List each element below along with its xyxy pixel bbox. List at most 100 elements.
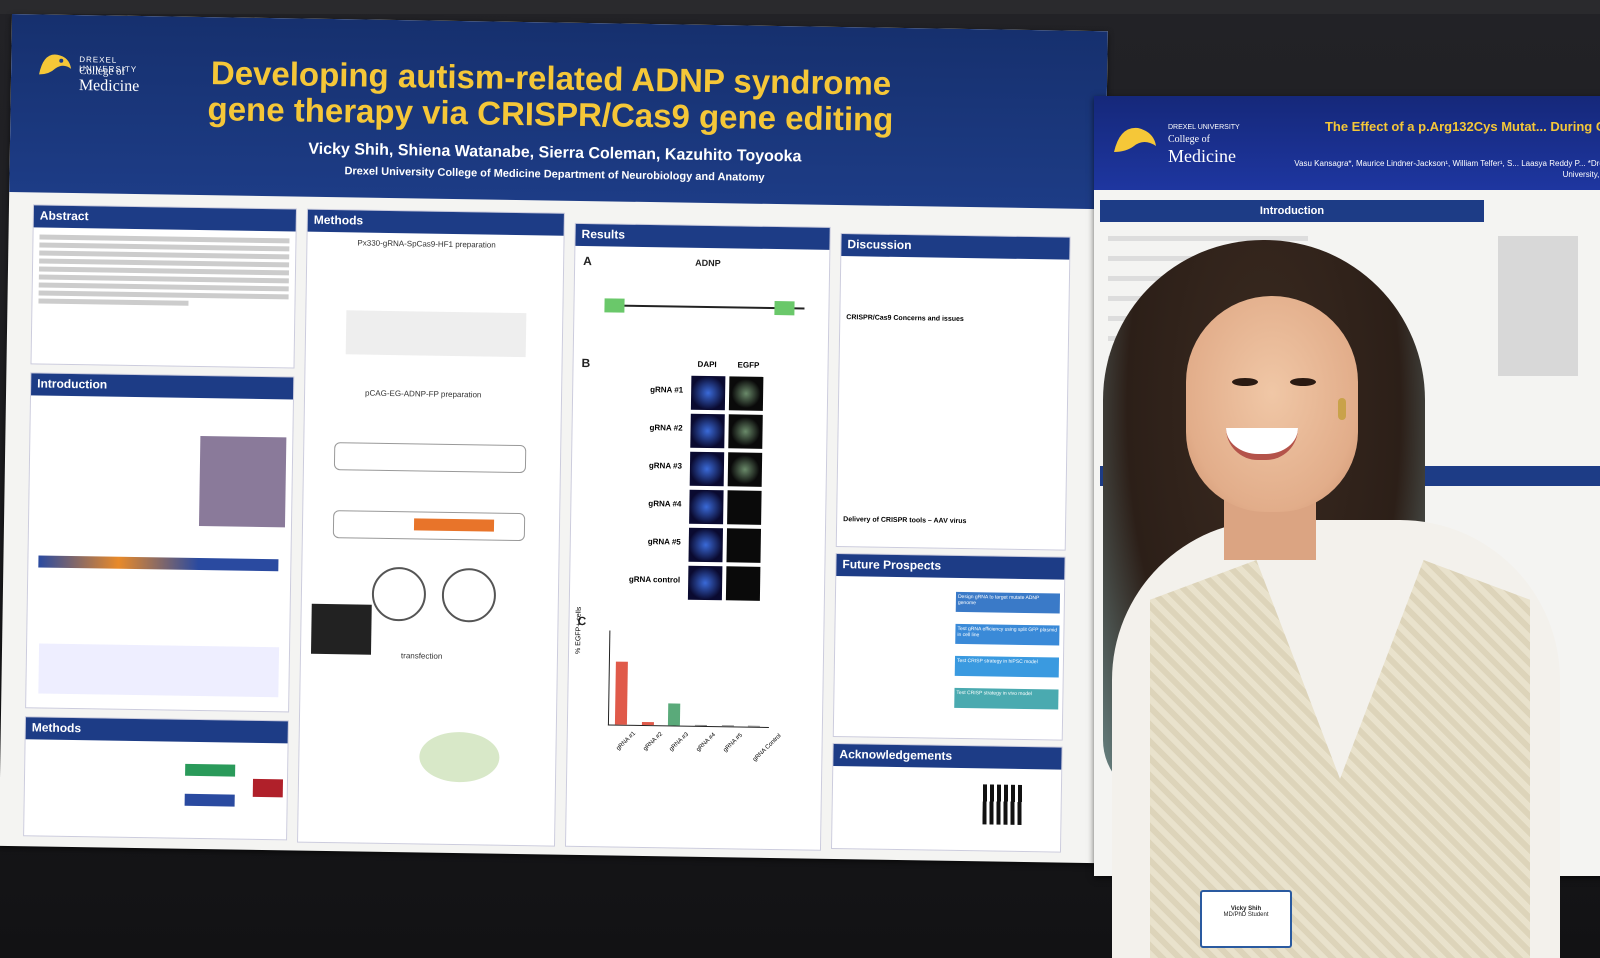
chart-ylabel: % EGFP+ cells — [575, 606, 583, 655]
methods-left-heading: Methods — [25, 717, 288, 744]
bar — [668, 703, 681, 726]
bar — [641, 721, 654, 726]
person-face — [1186, 296, 1358, 512]
adjacent-dragon-icon — [1110, 120, 1160, 160]
grna-row-label: gRNA #2 — [649, 423, 683, 433]
dapi-image — [689, 489, 724, 525]
plasmid-circle-2 — [441, 567, 497, 623]
dapi-image — [688, 527, 724, 563]
ack-heading: Acknowledgements — [833, 743, 1062, 770]
results-heading: Results — [575, 223, 830, 250]
petri-dish — [418, 731, 500, 783]
plasmid-circle-1 — [371, 566, 427, 622]
pcag-eg-adnp-fp-plasmid — [332, 510, 526, 542]
fp-block — [774, 301, 795, 316]
panel-a-label: A — [583, 254, 592, 269]
bar-category-label: gRNA #1 — [615, 730, 638, 752]
eg-block — [604, 298, 625, 313]
discussion-sub-1: CRISPR/Cas9 Concerns and issues — [846, 314, 964, 323]
plasmid-diagram — [345, 310, 527, 358]
bar — [721, 725, 734, 727]
introduction-box: Introduction — [25, 372, 295, 713]
future-step-2: Test gRNA efficiency using split GFP pla… — [955, 623, 1060, 646]
bar-chart: gRNA #1 gRNA #2 gRNA #3 gRNA #4 gRNA #5 gRNA … — [607, 630, 783, 763]
adjacent-title: The Effect of a p.Arg132Cys Mutat... Dur… — [1324, 119, 1600, 134]
adnp-gene-label: ADNP — [695, 257, 721, 269]
methods-left-box: Methods — [23, 716, 289, 841]
discussion-box: Discussion CRISPR/Cas9 Concerns and issu… — [835, 233, 1071, 551]
egfp-image — [728, 414, 763, 449]
gene-diagram — [38, 555, 279, 572]
dapi-header: DAPI — [697, 359, 717, 370]
egfp-image — [727, 490, 762, 525]
bar-category-label: gRNA #2 — [642, 731, 664, 753]
abstract-body — [32, 227, 295, 314]
future-step-3: Test CRISP strategy in hiPSC model — [954, 655, 1060, 678]
bar-category-label: gRNA #3 — [668, 731, 691, 753]
bar — [614, 661, 628, 725]
adjacent-introduction-heading: Introduction — [1100, 200, 1484, 222]
future-step-4: Test CRISP strategy in vivo model — [954, 687, 1059, 710]
bar-category-label: gRNA #4 — [695, 732, 717, 754]
qr-code — [982, 784, 1024, 825]
adnp-partial-segment — [413, 518, 495, 532]
egfp-image — [728, 376, 764, 411]
future-box: Future Prospects Design gRNA to target m… — [832, 553, 1066, 741]
badge-name: Vicky Shih — [1230, 906, 1262, 912]
earring — [1338, 398, 1346, 420]
flow-box-1 — [185, 763, 236, 777]
grna-row-label: gRNA control — [628, 574, 681, 585]
main-poster: DREXEL UNIVERSITY College of Medicine De… — [0, 14, 1108, 864]
grna-row-label: gRNA #5 — [647, 537, 681, 547]
right-eye — [1290, 378, 1316, 386]
methods-box: Methods Px330-gRNA-SpCas9-HF1 preparatio… — [297, 208, 565, 847]
methods-heading: Methods — [307, 209, 564, 236]
adjacent-authors: Vasu Kansagra*, Maurice Lindner-Jackson¹… — [1294, 159, 1600, 179]
adjacent-college: College of — [1168, 134, 1210, 145]
college-name: College of — [79, 65, 126, 78]
bar-category-label: gRNA #5 — [722, 732, 744, 754]
egfp-image — [726, 528, 762, 563]
adjacent-poster-header — [1094, 96, 1600, 190]
future-heading: Future Prospects — [836, 554, 1065, 580]
grna-row-label: gRNA #3 — [648, 461, 683, 471]
future-step-1: Design gRNA to target mutate ADNP genome — [955, 591, 1061, 614]
baby-photo — [198, 436, 287, 528]
dapi-image — [690, 413, 725, 449]
methods-subheading-1: Px330-gRNA-SpCas9-HF1 preparation — [357, 238, 496, 250]
pcag-egxxfp-plasmid — [333, 442, 527, 474]
panel-b-label: B — [581, 355, 591, 371]
ack-box: Acknowledgements — [830, 742, 1063, 853]
results-box: Results A ADNP B DAPI EGFP gRNA #1 gRNA #… — [564, 222, 831, 851]
left-eye — [1232, 378, 1258, 386]
dapi-image — [687, 565, 723, 601]
methods-subheading-2: pCAG-EG-ADNP-FP preparation — [365, 388, 482, 400]
discussion-heading: Discussion — [841, 234, 1070, 260]
flow-box-3 — [252, 778, 284, 798]
grna-row-label: gRNA #4 — [648, 499, 682, 509]
egfp-header: EGFP — [737, 360, 760, 370]
adjacent-university: DREXEL UNIVERSITY — [1168, 124, 1240, 131]
bar — [748, 725, 761, 727]
dapi-image — [689, 451, 725, 487]
egfp-image — [727, 452, 763, 487]
introduction-heading: Introduction — [31, 373, 294, 400]
badge-role: MD/PhD Student — [1223, 912, 1269, 918]
crispr-diagram — [38, 643, 280, 698]
dapi-image — [690, 375, 726, 411]
flow-box-2 — [184, 793, 235, 807]
dragon-icon — [39, 54, 72, 75]
poster-title: Developing autism-related ADNP syndrome … — [160, 54, 941, 138]
grna-row-label: gRNA #1 — [650, 385, 684, 395]
western-blot-image — [1498, 236, 1578, 376]
microscope-image — [310, 603, 372, 655]
methods-subheading-3: transfection — [400, 651, 443, 661]
adjacent-medicine: Medicine — [1168, 146, 1236, 166]
name-badge: Vicky Shih MD/PhD Student — [1200, 890, 1292, 948]
bar — [694, 724, 707, 727]
drexel-logo: DREXEL UNIVERSITY College of Medicine — [35, 46, 166, 108]
wall-strip — [0, 0, 1600, 14]
discussion-sub-2: Delivery of CRISPR tools – AAV virus — [843, 516, 967, 526]
abstract-box: Abstract — [30, 204, 297, 369]
medicine-name: Medicine — [78, 77, 140, 96]
